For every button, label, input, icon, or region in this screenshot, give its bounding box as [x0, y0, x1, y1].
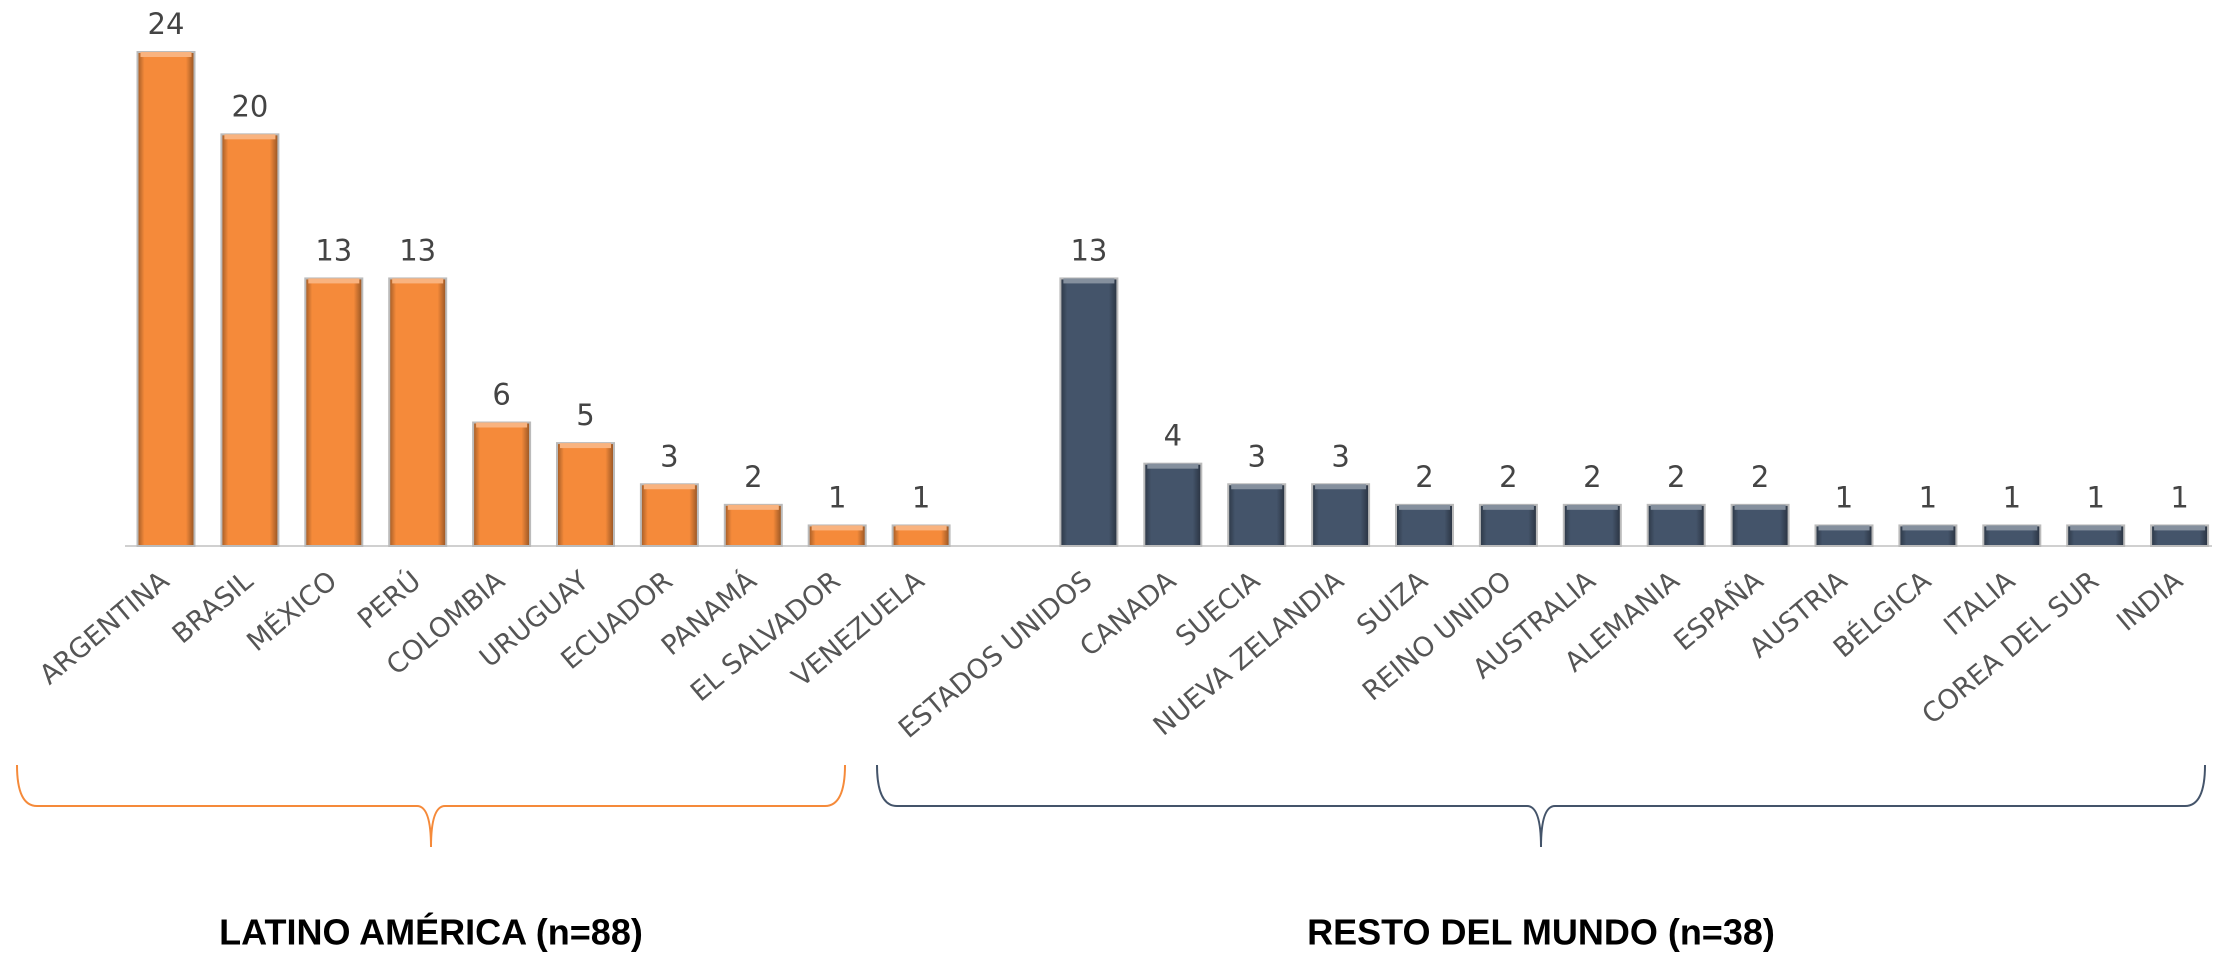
x-tick-label: PERÚ	[351, 565, 427, 636]
bar-top	[2070, 525, 2122, 531]
group-label: RESTO DEL MUNDO (n=38)	[1307, 912, 1775, 953]
bar	[220, 133, 280, 547]
x-tick-label: MÉXICO	[241, 565, 343, 658]
bar	[639, 483, 699, 547]
x-tick-label: INDIA	[2111, 565, 2189, 638]
data-label: 1	[1919, 480, 1937, 514]
bar	[1646, 503, 1706, 548]
data-label: 13	[1070, 233, 1107, 267]
bar	[1395, 503, 1454, 548]
bar-top	[392, 278, 444, 284]
data-label: 2	[1583, 460, 1601, 494]
bar-top	[1231, 484, 1283, 490]
bar	[1143, 462, 1203, 547]
bar	[304, 277, 364, 547]
bar-top	[811, 525, 863, 531]
data-label: 1	[2170, 480, 2188, 514]
bar-top	[140, 52, 192, 57]
bar-top	[1147, 463, 1199, 469]
x-tick-label: CANADA	[1074, 565, 1182, 663]
data-label: 1	[1835, 480, 1853, 514]
bar-top	[2154, 525, 2206, 531]
data-label: 2	[744, 460, 762, 494]
x-tick-label: EL SALVADOR	[685, 565, 847, 708]
bar	[388, 277, 448, 547]
bar-top	[476, 422, 528, 428]
data-label: 24	[148, 7, 185, 41]
bar-top	[1734, 504, 1786, 510]
bar	[1059, 277, 1119, 547]
bar-top	[308, 278, 360, 284]
data-label: 3	[1331, 439, 1349, 473]
data-label: 5	[576, 398, 594, 432]
data-label: 1	[828, 480, 846, 514]
bar-top	[1986, 525, 2038, 531]
data-label: 2	[1415, 460, 1433, 494]
bar-top	[224, 134, 276, 140]
bar-top	[727, 504, 779, 510]
group-brace	[876, 764, 2206, 848]
bar-top	[1063, 278, 1115, 284]
data-label: 2	[1751, 460, 1769, 494]
bar-top	[1902, 525, 1954, 531]
bar	[136, 51, 196, 547]
bar-top	[1482, 504, 1534, 510]
group-brace	[16, 764, 846, 848]
data-label: 2	[1667, 460, 1685, 494]
bar	[472, 421, 532, 547]
bar-top	[1818, 525, 1870, 531]
x-tick-label: ARGENTINA	[34, 565, 176, 691]
data-label: 3	[1247, 439, 1265, 473]
bar-top	[1650, 504, 1702, 510]
bar	[556, 442, 615, 548]
bar	[723, 503, 783, 548]
data-label: 6	[492, 378, 510, 412]
data-label: 1	[912, 480, 930, 514]
bar-top	[895, 525, 947, 531]
bar-top	[1566, 504, 1618, 510]
group-label: LATINO AMÉRICA (n=88)	[219, 912, 643, 953]
data-label: 13	[315, 233, 352, 267]
data-label: 20	[231, 89, 268, 123]
bar	[1311, 483, 1371, 547]
data-label: 1	[2003, 480, 2021, 514]
bar	[1478, 503, 1538, 548]
bar-top	[560, 443, 611, 449]
data-label: 1	[2086, 480, 2104, 514]
data-label: 4	[1164, 419, 1182, 453]
data-label: 13	[399, 233, 436, 267]
bar	[1730, 503, 1790, 548]
x-tick-label: REINO UNIDO	[1357, 565, 1518, 707]
data-label: 2	[1499, 460, 1517, 494]
bar-top	[1399, 504, 1450, 510]
bar	[1227, 483, 1287, 547]
bar	[1562, 503, 1622, 548]
bar-top	[1315, 484, 1367, 490]
data-label: 3	[660, 439, 678, 473]
bar-top	[643, 484, 695, 490]
